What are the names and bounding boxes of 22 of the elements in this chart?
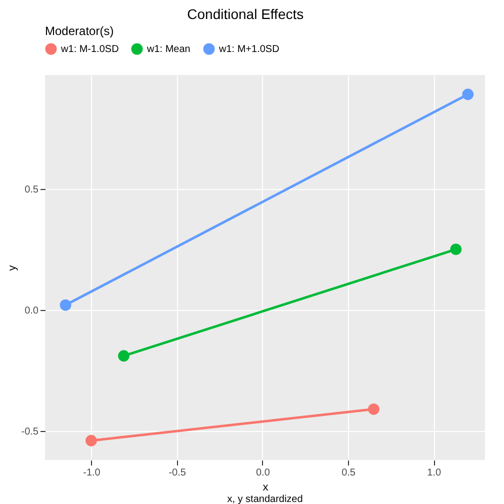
x-tick-label: 0.5 bbox=[342, 468, 356, 478]
y-tick-label: 0.5 bbox=[24, 184, 39, 196]
legend-label: w1: M+1.0SD bbox=[218, 44, 280, 55]
x-tick-label: -1.0 bbox=[83, 468, 101, 478]
text: x, y standardized bbox=[227, 494, 303, 504]
point bbox=[60, 299, 72, 311]
point bbox=[118, 350, 130, 362]
y-axis-title: y bbox=[6, 264, 18, 271]
x-tick-label: 1.0 bbox=[427, 468, 442, 478]
legend-title: Moderator(s) bbox=[45, 24, 114, 38]
point bbox=[462, 88, 474, 100]
y-tick-label: -0.5 bbox=[21, 426, 39, 438]
point bbox=[368, 403, 380, 415]
legend-label: w1: M-1.0SD bbox=[60, 44, 119, 55]
point bbox=[86, 434, 97, 446]
x-tick-label: 0.0 bbox=[256, 468, 270, 478]
chart-title: Conditional Effects bbox=[187, 6, 304, 22]
x-axis-title: x bbox=[262, 482, 269, 494]
y-tick-label: 0.0 bbox=[24, 305, 39, 316]
legend-label: w1: Mean bbox=[146, 44, 190, 55]
point bbox=[450, 244, 462, 256]
x-tick-label: -0.5 bbox=[168, 468, 186, 478]
